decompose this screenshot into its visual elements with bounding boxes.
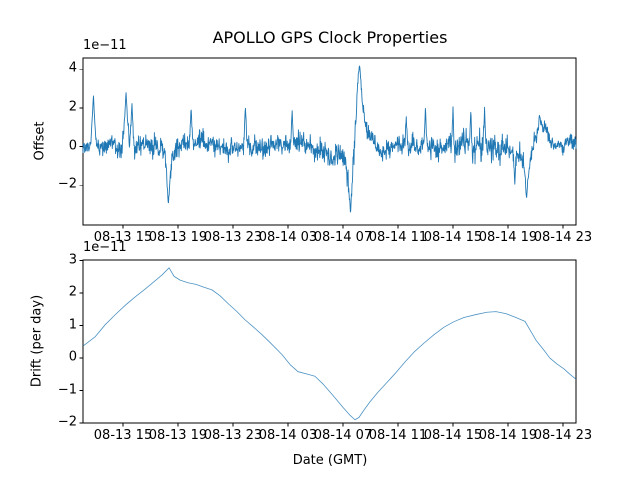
x-tick-label: 08-14 11 <box>368 230 428 245</box>
offset-ylabel: Offset <box>32 121 48 161</box>
drift-series-line <box>82 267 577 421</box>
offset-scale-label: 1e−11 <box>83 38 127 53</box>
y-tick-label: 2 <box>68 284 77 300</box>
x-tick-label: 08-14 19 <box>478 230 538 245</box>
x-tick-label: 08-14 07 <box>313 230 373 245</box>
drift-scale-label: 1e−11 <box>83 240 127 255</box>
x-tick-label: 08-14 11 <box>368 428 428 443</box>
drift-ylabel: Drift (per day) <box>29 294 45 388</box>
x-tick-label: 08-14 07 <box>313 428 373 443</box>
y-tick-label: 2 <box>68 99 77 115</box>
x-tick-label: 08-13 23 <box>203 230 263 245</box>
y-tick-label: −2 <box>57 414 77 430</box>
offset-series-line <box>82 65 577 213</box>
y-tick-label: 4 <box>68 60 77 76</box>
x-tick-label: 08-14 23 <box>533 428 593 443</box>
x-tick-label: 08-13 15 <box>93 230 153 245</box>
x-tick-label: 08-13 19 <box>148 428 208 443</box>
x-tick-label: 08-14 23 <box>533 230 593 245</box>
x-tick-label: 08-14 19 <box>478 428 538 443</box>
x-tick-label: 08-13 15 <box>93 428 153 443</box>
x-tick-label: 08-13 19 <box>148 230 208 245</box>
y-tick-label: 3 <box>68 252 77 268</box>
y-tick-label: −1 <box>57 382 77 398</box>
x-tick-label: 08-13 23 <box>203 428 263 443</box>
x-tick-label: 08-14 15 <box>423 428 483 443</box>
axes-frame <box>82 259 577 424</box>
y-tick-label: 0 <box>68 349 77 365</box>
x-tick-label: 08-14 03 <box>258 428 318 443</box>
y-tick-label: −2 <box>57 176 77 192</box>
x-tick-label: 08-14 15 <box>423 230 483 245</box>
y-tick-label: 1 <box>68 317 77 333</box>
x-tick-label: 08-14 03 <box>258 230 318 245</box>
x-axis-label: Date (GMT) <box>292 453 368 468</box>
y-tick-label: 0 <box>68 138 77 154</box>
chart-title: APOLLO GPS Clock Properties <box>212 28 448 47</box>
